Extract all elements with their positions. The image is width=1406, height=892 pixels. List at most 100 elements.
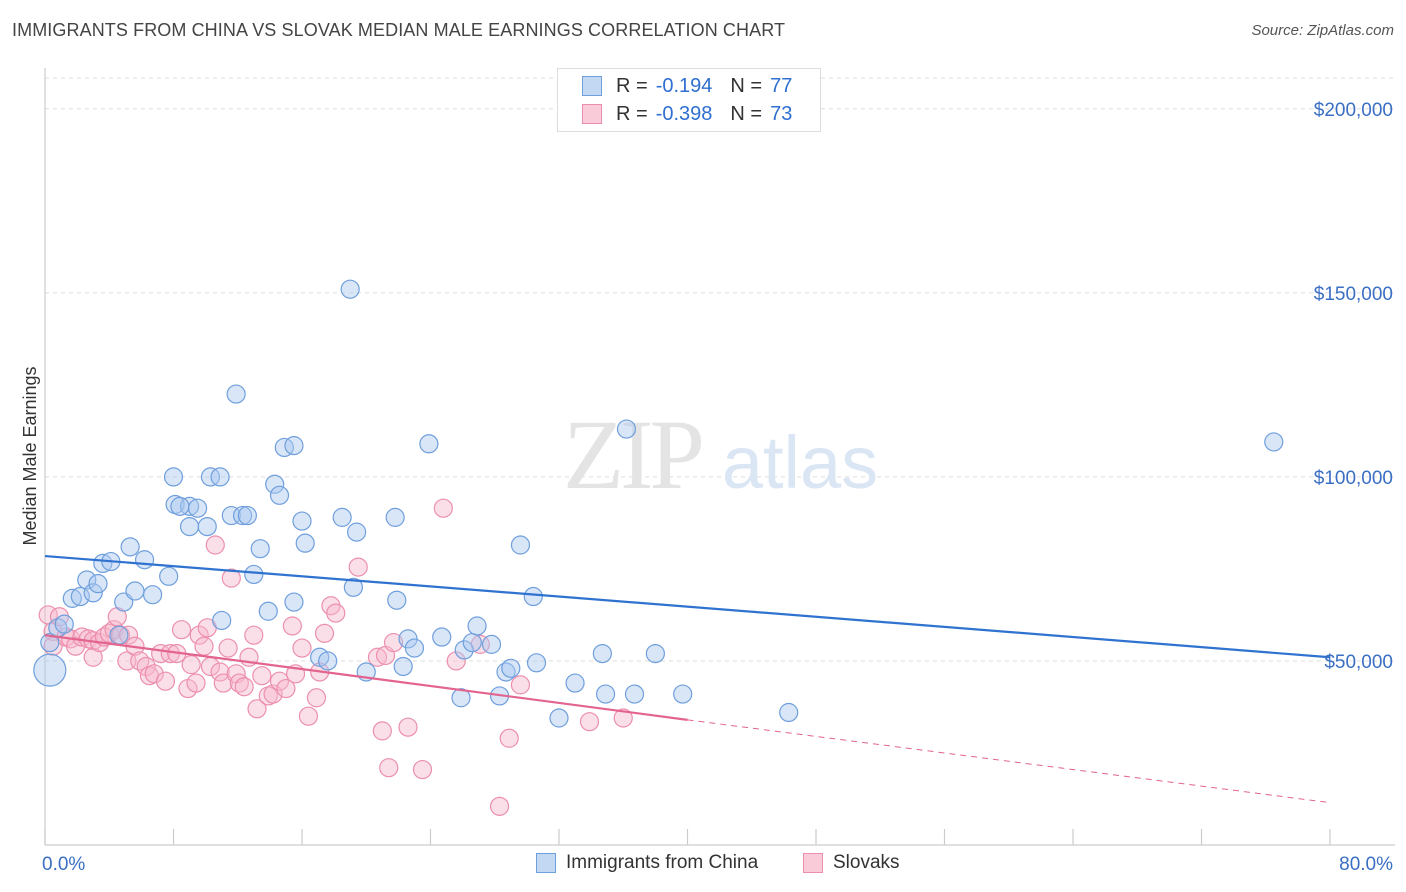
point-china (616, 419, 637, 439)
legend-r-value: -0.398 (655, 102, 713, 125)
point-china (419, 434, 439, 454)
point-china (292, 511, 312, 531)
bottom-legend-label-china: Immigrants from China (566, 852, 759, 873)
point-china (432, 627, 452, 647)
point-china (40, 632, 60, 653)
stats-legend: R = -0.194 N = 77 R = -0.398 N = 73 (557, 68, 821, 132)
point-slovaks (367, 647, 388, 667)
point-slovaks (314, 623, 335, 643)
point-china (70, 586, 90, 607)
point-slovaks (379, 758, 399, 778)
point-china (159, 566, 179, 586)
point-slovaks (282, 616, 302, 636)
point-slovaks (510, 675, 531, 695)
point-slovaks (276, 678, 296, 699)
point-china (109, 625, 129, 645)
point-china (221, 505, 241, 526)
point-slovaks (189, 625, 209, 645)
point-china (393, 656, 413, 677)
point-slovaks (446, 651, 466, 671)
point-china (226, 384, 246, 404)
point-slovaks (433, 498, 453, 518)
point-china (387, 590, 407, 610)
point-china (595, 684, 616, 704)
point-china (318, 651, 338, 671)
watermark-atlas: atlas (722, 421, 878, 504)
point-china (645, 643, 665, 664)
point-china (210, 467, 230, 487)
point-china (274, 437, 294, 458)
point-china (592, 643, 612, 664)
point-china (779, 702, 799, 723)
bottom-legend-china: Immigrants from China (536, 852, 758, 874)
point-slovaks (499, 728, 519, 748)
point-china (523, 586, 543, 607)
point-china (197, 516, 217, 537)
legend-n-label: N = (730, 102, 763, 125)
legend-n-value: 73 (770, 102, 793, 125)
y-axis-label: Median Male Earnings (20, 366, 40, 545)
point-china (83, 583, 103, 603)
point-slovaks (306, 688, 327, 708)
trend-lines (44, 554, 1331, 804)
point-china (143, 585, 163, 605)
point-slovaks (348, 557, 368, 577)
point-slovaks (210, 662, 230, 682)
point-china (125, 581, 145, 601)
point-china (565, 673, 585, 693)
point-china (385, 507, 405, 527)
point-slovaks (181, 655, 201, 675)
point-china (163, 467, 184, 487)
point-china (284, 436, 304, 456)
y-tick-label: $200,000 (1314, 100, 1393, 121)
bottom-legend-slovaks: Slovaks (803, 852, 900, 874)
point-slovaks (326, 603, 346, 623)
legend-row-china: R = -0.194 N = 77 (582, 74, 792, 98)
point-china (624, 684, 645, 704)
watermark: ZIP atlas (563, 399, 878, 510)
tick-labels: $50,000 $100,000 $150,000 $200,000 0.0% 80.0%… (20, 100, 1393, 875)
point-china (62, 588, 82, 608)
point-slovaks (269, 671, 290, 691)
bottom-legend-label-slovaks: Slovaks (833, 852, 900, 873)
point-slovaks (155, 671, 176, 691)
point-china (237, 505, 257, 526)
trend-line-china (44, 554, 1331, 659)
legend-r-label: R = (616, 74, 648, 97)
point-china (284, 592, 304, 612)
point-china (549, 708, 569, 728)
point-china (343, 577, 363, 597)
point-china (347, 522, 367, 542)
point-china (673, 684, 693, 704)
trend-line-slovaks (44, 634, 688, 721)
series-slovaks (38, 498, 633, 816)
point-china (179, 516, 200, 537)
point-china (451, 688, 471, 708)
point-china (244, 564, 264, 585)
point-slovaks (613, 708, 633, 728)
point-slovaks (171, 620, 192, 640)
point-china (340, 279, 360, 299)
point-slovaks (118, 625, 139, 645)
point-china (200, 467, 221, 487)
point-slovaks (144, 664, 164, 684)
point-slovaks (186, 673, 206, 693)
point-china (454, 640, 474, 660)
point-slovaks (234, 677, 254, 697)
point-slovaks (489, 796, 510, 816)
point-slovaks (579, 712, 600, 732)
point-china (265, 474, 285, 494)
point-slovaks (194, 636, 214, 656)
point-china (120, 537, 140, 557)
point-china (510, 535, 531, 555)
point-china (481, 634, 502, 654)
y-tick-label: $150,000 (1314, 284, 1393, 305)
point-china (501, 658, 521, 678)
legend-row-slovaks: R = -0.398 N = 73 (582, 102, 792, 126)
point-slovaks (247, 699, 267, 719)
legend-r-value: -0.194 (655, 74, 713, 97)
point-slovaks (398, 717, 418, 737)
point-china (134, 550, 155, 570)
point-china (1264, 432, 1284, 452)
